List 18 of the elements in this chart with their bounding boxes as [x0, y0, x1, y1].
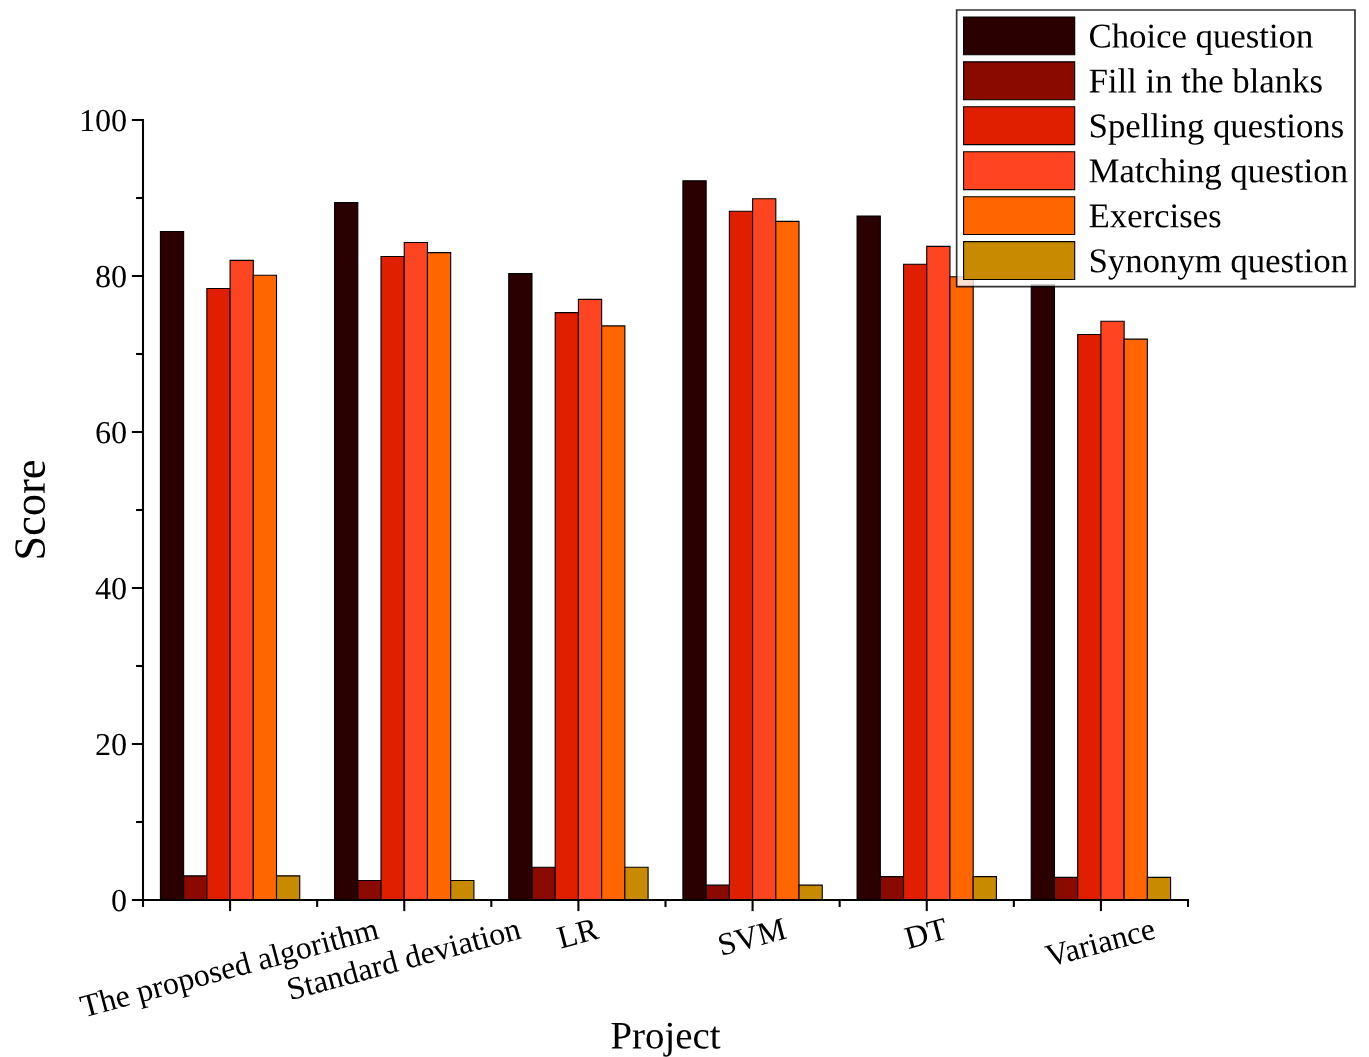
x-tick-label: Variance: [1043, 917, 1156, 968]
x-tick-label: LR: [556, 917, 601, 949]
legend-label: Fill in the blanks: [1089, 68, 1322, 93]
legend-label: Exercises: [1089, 204, 1221, 228]
y-tick-label: 0: [112, 889, 126, 912]
y-tick-label: 100: [81, 109, 126, 132]
legend-label: Spelling questions: [1090, 113, 1343, 145]
legend-label: Choice question: [1090, 23, 1313, 55]
y-tick-label: 60: [96, 421, 126, 444]
y-tick-label: 20: [96, 733, 126, 756]
y-tick-label: 80: [96, 265, 126, 288]
x-tick-label: DT: [903, 918, 949, 949]
x-axis-title: Project: [611, 1022, 721, 1057]
legend-label: Matching question: [1089, 158, 1348, 190]
y-axis-title: Score: [15, 460, 46, 558]
y-tick-label: 40: [95, 577, 126, 600]
x-tick-label: SVM: [717, 917, 788, 956]
legend-label: Synonym question: [1090, 249, 1348, 280]
